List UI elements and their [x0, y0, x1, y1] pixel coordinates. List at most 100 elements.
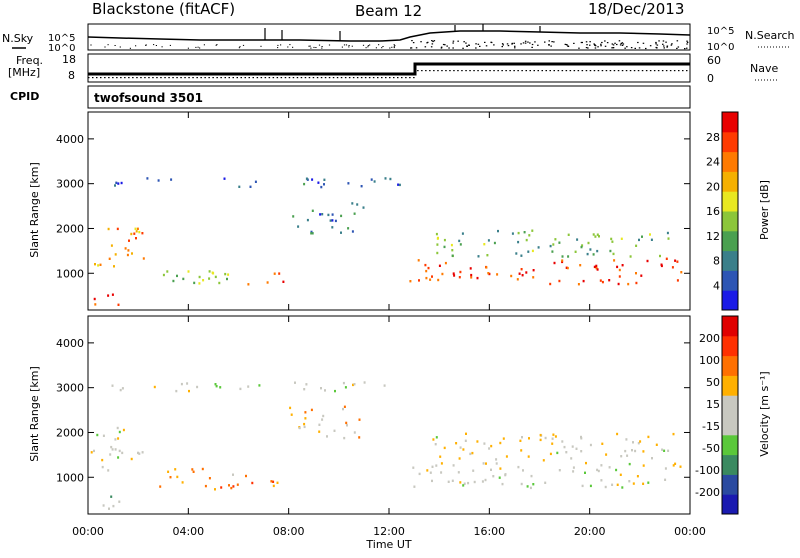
velocity-cell: [551, 437, 554, 440]
power-cell: [351, 230, 354, 233]
velocity-cell: [191, 468, 194, 471]
power-cell: [266, 281, 269, 284]
noise-tick-left-top: 10^5: [48, 33, 75, 44]
noise-search-point: [524, 42, 527, 44]
velocity-cell: [141, 451, 144, 454]
power-cell: [486, 254, 489, 257]
noise-search-point: [315, 47, 317, 48]
nave-point: [152, 77, 154, 79]
nave-point: [413, 77, 415, 79]
noise-search-point: [129, 47, 131, 49]
noise-search-point: [308, 45, 310, 47]
velocity-cell: [462, 448, 465, 451]
power-cell: [627, 282, 630, 286]
noise-search-point: [686, 40, 688, 42]
noise-search-point: [514, 47, 516, 49]
nave-point: [577, 70, 580, 72]
velocity-cell: [432, 438, 435, 441]
nave-point: [300, 77, 303, 79]
noise-search-point: [624, 47, 626, 49]
velocity-cell: [624, 449, 627, 453]
nave-point: [100, 77, 102, 79]
power-cell: [319, 213, 322, 216]
noise-search-point: [506, 43, 509, 45]
power-cell: [552, 243, 555, 246]
power-cell: [208, 270, 211, 273]
noise-search-point: [511, 43, 513, 45]
nave-point: [481, 70, 483, 72]
velocity-cell: [495, 462, 498, 465]
noise-search-point: [215, 44, 217, 46]
power-cell: [329, 219, 332, 222]
noise-search-point: [493, 44, 495, 46]
power-cell: [134, 227, 137, 230]
noise-search-point: [537, 44, 539, 46]
velocity-cell: [484, 478, 487, 482]
nave-point: [164, 77, 166, 79]
power-cell: [497, 229, 499, 233]
power-cell: [649, 233, 651, 236]
power-cell: [292, 215, 295, 218]
nave-point: [140, 77, 142, 79]
velocity-cell: [342, 381, 345, 385]
power-cell: [108, 257, 111, 260]
nave-point: [581, 70, 584, 72]
velocity-cell: [481, 480, 484, 483]
velocity-cell: [121, 387, 124, 390]
nave-point: [368, 77, 371, 79]
power-cell: [561, 259, 564, 262]
velocity-cell: [121, 451, 124, 455]
velocity-cell: [469, 452, 472, 456]
noise-search-point: [432, 40, 434, 43]
velocity-cell: [517, 465, 520, 469]
velocity-cell: [118, 430, 121, 434]
power-cell: [305, 177, 308, 180]
nave-point: [308, 77, 311, 79]
noise-search-point: [135, 45, 137, 47]
noise-search-point: [589, 44, 591, 46]
noise-search-point: [145, 44, 147, 46]
velocity-cell: [119, 388, 122, 392]
power-cell: [223, 177, 226, 180]
power-ytick-label: 3000: [56, 178, 84, 191]
noise-search-point: [645, 47, 647, 50]
x-tick-label: 16:00: [473, 525, 505, 538]
power-cell: [676, 260, 679, 263]
velocity-cell: [439, 455, 442, 458]
noise-search-point: [507, 45, 510, 47]
velocity-cell: [93, 449, 95, 453]
noise-search-point: [514, 45, 516, 47]
power-cell: [438, 264, 441, 267]
velocity-cell: [572, 470, 575, 473]
power-cell: [549, 244, 552, 248]
power-cell: [436, 251, 439, 255]
noise-search-point: [620, 42, 622, 45]
velocity-cell: [519, 439, 522, 442]
power-colorbar-segment: [722, 250, 738, 271]
velocity-cell: [616, 483, 619, 486]
power-cell: [676, 279, 679, 282]
nave-point: [104, 77, 106, 79]
velocity-colorbar-tick: 15: [706, 398, 720, 411]
power-cell: [577, 283, 580, 286]
velocity-cell: [580, 437, 583, 440]
station-title: Blackstone (fitACF): [92, 0, 235, 18]
power-cell: [609, 249, 612, 253]
noise-search-point: [548, 44, 550, 46]
power-cell: [443, 245, 446, 249]
noise-search-point: [389, 47, 391, 49]
power-cell: [362, 206, 365, 209]
velocity-cell: [522, 469, 524, 472]
nave-point: [260, 77, 263, 79]
velocity-cell: [214, 383, 217, 386]
velocity-colorbar-frame: [721, 315, 739, 515]
power-cell: [398, 183, 401, 187]
cpid-frame: [87, 85, 691, 109]
velocity-cell: [276, 481, 279, 484]
velocity-cell: [452, 464, 455, 467]
power-cell: [425, 269, 428, 273]
noise-search-point: [216, 44, 218, 46]
velocity-cell: [245, 474, 247, 478]
velocity-cell: [305, 383, 308, 386]
velocity-cell: [549, 452, 552, 456]
